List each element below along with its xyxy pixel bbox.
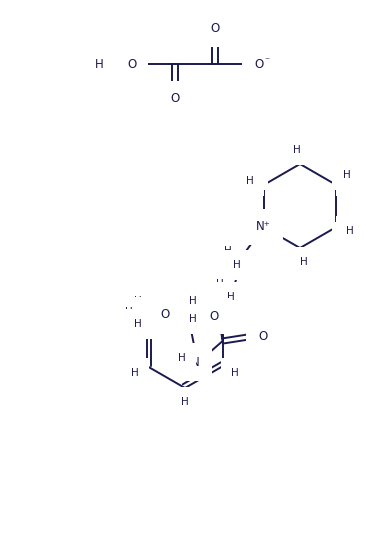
Text: H: H	[246, 176, 254, 186]
Text: O: O	[127, 58, 136, 71]
Text: H: H	[233, 260, 240, 270]
Text: H: H	[224, 246, 231, 256]
Text: H: H	[181, 397, 189, 407]
Text: H: H	[216, 279, 223, 289]
Text: N: N	[191, 356, 200, 370]
Text: H: H	[227, 292, 234, 302]
Text: O: O	[258, 329, 267, 342]
Text: H: H	[300, 257, 307, 267]
Text: O: O	[254, 58, 263, 71]
Text: H: H	[131, 310, 139, 320]
Text: O: O	[209, 309, 218, 322]
Text: H: H	[346, 176, 354, 186]
Text: H: H	[231, 368, 239, 378]
Text: H: H	[343, 232, 351, 242]
Text: O: O	[170, 93, 180, 106]
Text: H: H	[125, 307, 133, 317]
Text: N⁺: N⁺	[256, 220, 271, 233]
Text: O: O	[161, 308, 170, 321]
Text: H: H	[293, 145, 301, 155]
Text: H: H	[189, 296, 197, 306]
Text: H: H	[134, 319, 142, 329]
Text: H: H	[131, 368, 139, 378]
Text: H: H	[189, 314, 197, 324]
Text: H: H	[300, 145, 307, 155]
Text: H: H	[134, 296, 142, 306]
Text: H: H	[178, 353, 186, 363]
Text: H: H	[293, 257, 301, 267]
Text: O: O	[211, 23, 220, 36]
Text: H: H	[343, 170, 351, 180]
Text: H: H	[249, 170, 257, 180]
Text: H: H	[95, 58, 104, 71]
Text: H: H	[346, 226, 354, 236]
Text: ⁻: ⁻	[264, 56, 269, 66]
